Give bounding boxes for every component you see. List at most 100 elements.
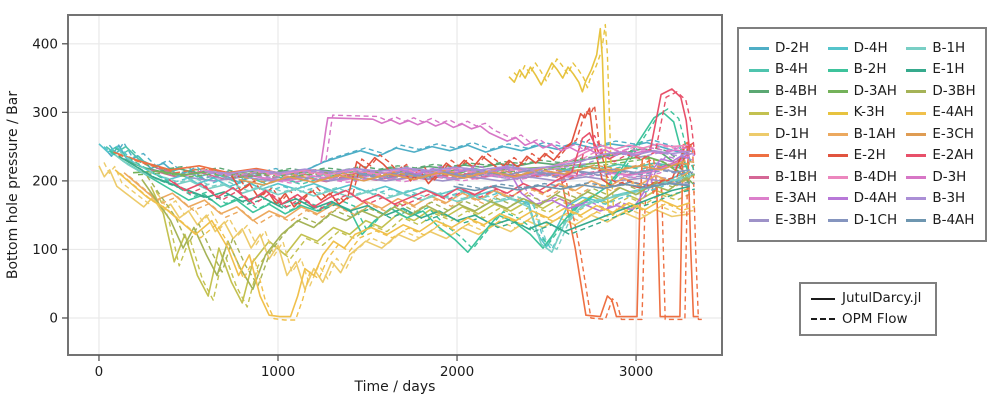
series-solid-D-3H <box>320 117 690 164</box>
legend-line-swatch <box>749 47 769 51</box>
legend-well-label: D-3H <box>932 168 967 185</box>
series-group <box>98 23 704 321</box>
legend-well-label: E-1H <box>932 61 965 78</box>
legend-entry-D-1CH: D-1CH <box>827 210 897 231</box>
legend-entry-B-2H: B-2H <box>827 59 897 80</box>
legend-label-opmflow: OPM Flow <box>842 310 908 327</box>
legend-entry-B-4BH: B-4BH <box>749 81 818 102</box>
legend-entry-E-2H: E-2H <box>827 145 897 166</box>
legend-line-swatch <box>827 111 848 115</box>
legend-line-swatch <box>827 132 848 136</box>
legend-well-label: E-4AH <box>932 104 974 121</box>
y-axis-label: Bottom hole pressure / Bar <box>5 91 21 279</box>
legend-well-label: K-3H <box>853 104 885 121</box>
legend-line-swatch <box>749 218 769 222</box>
series-solid-E-1H <box>118 155 690 233</box>
legend-line-swatch <box>906 47 927 51</box>
series-solid-B-4AH <box>453 182 690 192</box>
legend-well-label: B-2H <box>853 61 887 78</box>
legend-entry-B-4H: B-4H <box>749 59 818 80</box>
legend-well-label: E-2H <box>853 147 886 164</box>
legend-entry-D-3H: D-3H <box>906 167 975 188</box>
series-dashed-E-2AH <box>173 91 696 211</box>
series-solid-B-1AH <box>123 170 691 222</box>
legend-well-label: B-4BH <box>775 82 818 99</box>
series-dashed-E-1H <box>123 158 695 236</box>
y-tick-label: 300 <box>32 105 58 121</box>
legend-entry-opmflow: OPM Flow <box>811 310 925 327</box>
series-solid-B-3H <box>204 149 690 175</box>
legend-entry-D-3BH: D-3BH <box>906 81 976 102</box>
legend-entry-D-2H: D-2H <box>749 38 818 59</box>
legend-well-label: E-4H <box>775 147 808 164</box>
legend-entry-D-4H: D-4H <box>827 38 897 59</box>
legend-line-swatch <box>827 175 848 179</box>
legend-line-swatch <box>827 218 848 222</box>
series-dashed-E-4AH <box>119 172 696 321</box>
series-solid-D-4AH <box>399 155 690 212</box>
legend-entry-B-4DH: B-4DH <box>827 167 897 188</box>
legend-entry-K-3H: K-3H <box>827 102 897 123</box>
legend-entry-D-1H: D-1H <box>749 124 818 145</box>
legend-well-label: B-4AH <box>932 211 975 228</box>
legend-entry-E-3BH: E-3BH <box>749 210 818 231</box>
legend-well-label: B-4H <box>775 61 808 78</box>
x-tick-label: 2000 <box>440 364 474 380</box>
legend-well-label: D-3AH <box>853 82 897 99</box>
legend-entry-B-4AH: B-4AH <box>906 210 975 231</box>
legend-well-label: E-3H <box>775 104 808 121</box>
legend-well-label: D-4AH <box>853 190 897 207</box>
series-dashed-D-3H <box>325 114 695 161</box>
dashed-line-swatch <box>811 318 835 321</box>
x-axis-label: Time / days <box>354 379 436 395</box>
plot-frame <box>67 14 723 356</box>
legend-well-label: D-1H <box>775 125 810 142</box>
legend-well-label: D-3BH <box>932 82 976 99</box>
series-dashed-D-2H <box>108 139 695 181</box>
legend-entry-D-3AH: D-3AH <box>827 81 897 102</box>
legend-line-swatch <box>906 132 927 136</box>
legend-well-label: B-4DH <box>853 168 897 185</box>
legend-entry-B-1BH: B-1BH <box>749 167 818 188</box>
legend-line-swatch <box>827 68 848 72</box>
series-solid-D-3BH <box>141 177 691 290</box>
legend-line-swatch <box>749 175 769 179</box>
legend-line-swatch <box>827 47 848 51</box>
legend-line-swatch <box>749 111 769 115</box>
legend-entry-jutuldarcy: JutulDarcy.jl <box>811 291 925 306</box>
legend-entry-E-2AH: E-2AH <box>906 145 975 166</box>
legend-entry-E-3AH: E-3AH <box>749 188 818 209</box>
well-legend: D-2H B-4H B-4BH E-3H D-1H E-4H B-1BH E-3AH E-3BH… <box>737 27 987 242</box>
x-tick-label: 0 <box>95 364 104 380</box>
series-dashed-B-1AH <box>128 174 696 225</box>
legend-entry-E-4AH: E-4AH <box>906 102 975 123</box>
series-dashed-E-3BH <box>189 173 695 183</box>
legend-well-label: B-3H <box>932 190 966 207</box>
legend-line-swatch <box>749 132 769 136</box>
legend-entry-E-3H: E-3H <box>749 102 818 123</box>
simulator-legend: JutulDarcy.jl OPM Flow <box>799 282 937 336</box>
legend-line-swatch <box>906 154 927 158</box>
series-dashed-K-3H <box>513 23 644 212</box>
legend-well-label: E-3AH <box>775 190 817 207</box>
legend-well-label: B-1H <box>932 39 966 56</box>
series-solid-B-2H <box>109 111 691 253</box>
series-solid-E-4AH <box>114 169 691 318</box>
legend-line-swatch <box>749 68 769 72</box>
legend-well-label: D-4H <box>853 39 888 56</box>
legend-well-label: E-3BH <box>775 211 817 228</box>
legend-line-swatch <box>749 90 769 94</box>
legend-line-swatch <box>827 154 848 158</box>
y-tick-label: 200 <box>32 173 58 189</box>
legend-line-swatch <box>906 111 927 115</box>
legend-line-swatch <box>906 175 927 179</box>
legend-entry-E-4H: E-4H <box>749 145 818 166</box>
series-solid-B-1H <box>114 154 690 253</box>
series-solid-D-1CH <box>356 167 690 178</box>
series-dashed-B-3H <box>209 152 695 177</box>
series-dashed-E-3CH <box>243 160 695 184</box>
pressure-chart: 0 1000 2000 3000 0 100 200 300 400 Time / days Bot… <box>5 14 723 395</box>
series-solid-E-3H <box>150 186 691 304</box>
legend-entry-B-1AH: B-1AH <box>827 124 897 145</box>
legend-entry-E-3CH: E-3CH <box>906 124 975 145</box>
